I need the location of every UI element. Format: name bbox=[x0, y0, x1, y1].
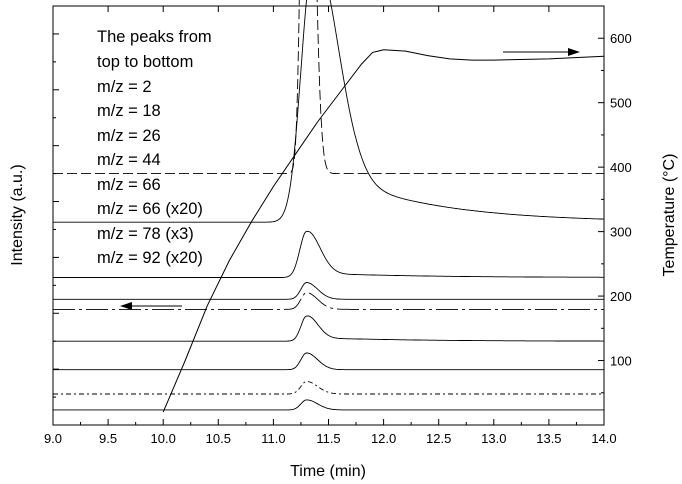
annotation-line: m/z = 78 (x3) bbox=[97, 225, 194, 243]
annotation-line: m/z = 44 bbox=[97, 151, 161, 169]
annotation-line: m/z = 2 bbox=[97, 78, 152, 96]
x-tick-label: 12.5 bbox=[426, 431, 451, 446]
x-axis-label: Time (min) bbox=[290, 463, 366, 480]
annotation-line: top to bottom bbox=[97, 53, 193, 71]
y-right-tick-label: 200 bbox=[610, 289, 632, 304]
y-right-tick-label: 500 bbox=[610, 96, 632, 111]
intensity-arrow bbox=[120, 302, 182, 310]
y-right-tick-label: 300 bbox=[610, 225, 632, 240]
intensity-series-line bbox=[53, 0, 604, 223]
y-left-axis-label: Intensity (a.u.) bbox=[9, 164, 26, 265]
annotation-line: m/z = 92 (x20) bbox=[97, 249, 203, 267]
annotation-line: m/z = 66 bbox=[97, 176, 161, 194]
x-tick-label: 14.0 bbox=[591, 431, 616, 446]
intensity-series-line bbox=[53, 399, 604, 411]
intensity-series-line bbox=[53, 352, 604, 371]
x-tick-label: 9.0 bbox=[44, 431, 62, 446]
annotation-block: The peaks from top to bottom m/z = 2 m/z… bbox=[97, 28, 212, 267]
x-axis-ticks: 9.0 9.5 10.0 10.5 11.0 11.5 12.0 12.5 13.0 13.5 14… bbox=[44, 6, 617, 446]
x-tick-label: 12.0 bbox=[371, 431, 396, 446]
y-left-axis-ticks bbox=[53, 5, 59, 398]
intensity-series-line bbox=[53, 0, 604, 175]
annotation-line: The peaks from bbox=[97, 28, 212, 46]
x-tick-label: 10.0 bbox=[151, 431, 176, 446]
arrow-right-icon bbox=[568, 48, 580, 56]
x-tick-label: 13.0 bbox=[481, 431, 506, 446]
y-right-axis-ticks: 100 200 300 400 500 600 bbox=[598, 31, 632, 394]
intensity-series-group bbox=[53, 0, 604, 411]
x-tick-label: 10.5 bbox=[206, 431, 231, 446]
y-right-tick-label: 400 bbox=[610, 160, 632, 175]
annotation-line: m/z = 66 (x20) bbox=[97, 200, 203, 218]
x-tick-label: 13.5 bbox=[536, 431, 561, 446]
temperature-arrow bbox=[503, 48, 580, 56]
intensity-series-line bbox=[53, 315, 604, 342]
temperature-series-line bbox=[162, 49, 605, 413]
intensity-series-line bbox=[53, 380, 604, 395]
intensity-series-line bbox=[53, 282, 604, 300]
x-tick-label: 9.5 bbox=[99, 431, 117, 446]
annotation-line: m/z = 26 bbox=[97, 127, 161, 145]
y-right-tick-label: 100 bbox=[610, 354, 632, 369]
y-right-axis-label: Temperature (°C) bbox=[661, 154, 678, 277]
intensity-series-line bbox=[53, 292, 604, 310]
x-tick-label: 11.0 bbox=[261, 431, 285, 446]
intensity-series-line bbox=[53, 230, 604, 278]
annotation-line: m/z = 18 bbox=[97, 102, 161, 120]
x-tick-label: 11.5 bbox=[316, 431, 340, 446]
y-right-tick-label: 600 bbox=[610, 31, 632, 46]
arrow-left-icon bbox=[120, 302, 132, 310]
